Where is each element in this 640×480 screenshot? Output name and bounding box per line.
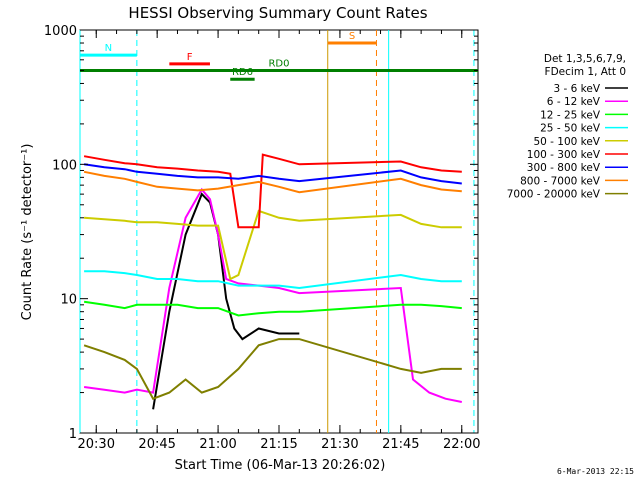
legend-label-4: 50 - 100 keV	[533, 136, 600, 148]
series-line-6	[83, 163, 462, 185]
y-axis: 1 10 100 1000	[44, 24, 478, 442]
legend-label-2: 12 - 25 keV	[540, 109, 601, 121]
series-line-0	[152, 192, 300, 410]
series-line-3	[84, 270, 462, 290]
legend-label-3: 25 - 50 keV	[540, 123, 601, 135]
x-tick-label-5: 21:45	[382, 437, 419, 452]
y-tick-label-2: 100	[52, 158, 77, 173]
annotation-label-2: RD0	[268, 58, 289, 69]
x-tick-label-0: 20:30	[78, 437, 115, 452]
chart-title: HESSI Observing Summary Count Rates	[128, 4, 427, 22]
plot-area: N F RD0 RD6 S	[79, 29, 479, 434]
x-tick-label-2: 21:00	[199, 437, 236, 452]
legend: Det 1,3,5,6,7,9,FDecim 1, Att 0 3 - 6 keV…	[507, 53, 628, 201]
series-line-8	[83, 338, 462, 400]
legend-header-0: Det 1,3,5,6,7,9,	[544, 53, 626, 65]
x-axis: 20:30 20:45 21:00 21:15 21:30 21:45 22:00	[78, 30, 480, 452]
series-line-5	[83, 153, 462, 229]
series-line-4	[84, 209, 462, 281]
annotation-label-0: N	[105, 43, 112, 54]
legend-label-5: 100 - 300 keV	[527, 149, 601, 161]
series-line-2	[83, 300, 462, 317]
x-tick-label-3: 21:15	[260, 437, 297, 452]
y-tick-label-1: 10	[60, 293, 77, 308]
series-line-7	[83, 170, 462, 194]
annotation-label-3: RD6	[232, 67, 253, 78]
annotation-label-1: F	[187, 52, 193, 63]
legend-header-1: FDecim 1, Att 0	[545, 66, 626, 78]
legend-label-7: 800 - 7000 keV	[520, 175, 601, 187]
x-tick-label-6: 22:00	[443, 437, 480, 452]
series-line-1	[83, 187, 462, 403]
x-tick-label-4: 21:30	[321, 437, 358, 452]
legend-label-6: 300 - 800 keV	[527, 162, 601, 174]
x-axis-label: Start Time (06-Mar-13 20:26:02)	[175, 458, 386, 473]
footer-timestamp: 6-Mar-2013 22:15	[556, 467, 634, 476]
legend-label-0: 3 - 6 keV	[553, 83, 600, 95]
y-axis-label: Count Rate (s⁻¹ detector⁻¹)	[20, 144, 35, 321]
annotation-label-4: S	[349, 31, 355, 42]
x-tick-label-1: 20:45	[138, 437, 175, 452]
y-tick-label-3: 1000	[44, 24, 77, 39]
legend-label-1: 6 - 12 keV	[547, 96, 601, 108]
y-tick-label-0: 1	[69, 427, 77, 442]
legend-label-8: 7000 - 20000 keV	[507, 189, 601, 201]
